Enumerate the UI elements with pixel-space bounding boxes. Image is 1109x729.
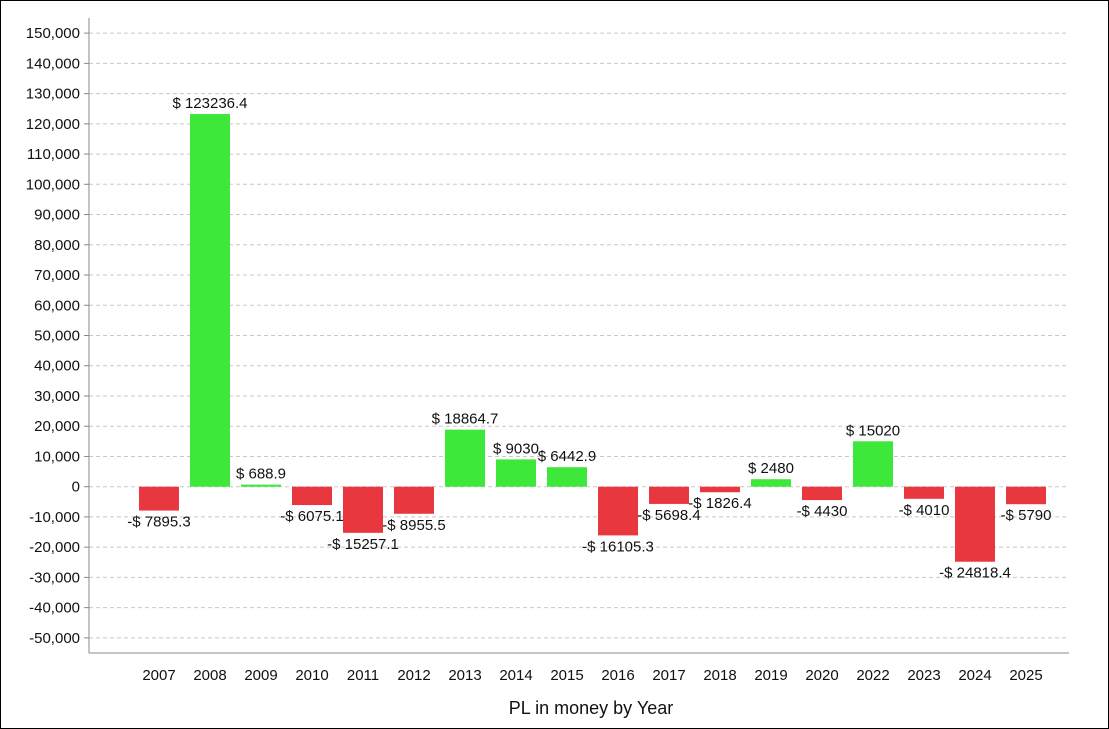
data-label: -$ 7895.3	[127, 514, 190, 531]
data-label: $ 6442.9	[538, 448, 596, 465]
bars	[139, 114, 1046, 562]
y-tick-label: 80,000	[34, 237, 80, 254]
bar-2017	[649, 486, 689, 504]
y-tick-label: 120,000	[26, 116, 80, 133]
bar-2008	[190, 114, 230, 487]
x-tick-label: 2024	[958, 667, 991, 684]
y-tick-label: 30,000	[34, 388, 80, 405]
y-tick-label: -20,000	[29, 539, 80, 556]
data-label: -$ 5698.4	[637, 507, 700, 524]
y-tick-label: -30,000	[29, 569, 80, 586]
bar-2024	[955, 486, 995, 562]
y-tick-label: -40,000	[29, 600, 80, 617]
x-tick-label: 2016	[601, 667, 634, 684]
x-tick-label: 2018	[703, 667, 736, 684]
data-label: $ 9030	[493, 440, 539, 457]
data-label: $ 688.9	[236, 466, 286, 483]
bar-2025	[1006, 486, 1046, 505]
bar-2011	[343, 486, 383, 533]
x-tick-label: 2008	[193, 667, 226, 684]
y-tick-label: 0	[72, 479, 80, 496]
data-label: -$ 15257.1	[327, 536, 399, 553]
data-label: -$ 8955.5	[382, 517, 445, 534]
x-tick-label: 2020	[805, 667, 838, 684]
bar-2022	[853, 441, 893, 487]
bar-2009	[241, 484, 281, 487]
x-tick-label: 2017	[652, 667, 685, 684]
data-label: -$ 5790	[1001, 507, 1052, 524]
bar-2012	[394, 486, 434, 514]
data-label: -$ 4430	[797, 503, 848, 520]
bar-2023	[904, 486, 944, 499]
bar-2019	[751, 479, 791, 487]
bar-2007	[139, 486, 179, 511]
x-tick-label: 2015	[550, 667, 583, 684]
x-tick-label: 2022	[856, 667, 889, 684]
x-tick-label: 2009	[244, 667, 277, 684]
x-tick-label: 2007	[142, 667, 175, 684]
y-tick-label: 20,000	[34, 418, 80, 435]
data-label: $ 18864.7	[432, 411, 499, 428]
y-tick-label: -10,000	[29, 509, 80, 526]
x-tick-label: 2014	[499, 667, 532, 684]
bar-2018	[700, 486, 740, 493]
x-tick-label: 2025	[1009, 667, 1042, 684]
data-label: -$ 16105.3	[582, 538, 654, 555]
y-tick-label: 110,000	[27, 146, 80, 163]
x-tick-label: 2023	[907, 667, 940, 684]
x-axis-title: PL in money by Year	[509, 698, 673, 718]
grid-lines	[89, 32, 1069, 639]
y-tick-label: 150,000	[26, 25, 80, 42]
x-axis: 2007 2008 2009 2010 2011 2012 2013 2014 2015 2016…	[89, 652, 1069, 684]
x-tick-label: 2011	[347, 667, 379, 684]
y-tick-label: -50,000	[29, 630, 80, 647]
y-tick-label: 60,000	[34, 297, 80, 314]
y-tick-label: 10,000	[34, 448, 80, 465]
y-tick-label: 90,000	[34, 207, 80, 224]
data-label: $ 123236.4	[172, 95, 247, 112]
bar-2020	[802, 486, 842, 501]
value-labels: -$ 7895.3 $ 123236.4 $ 688.9 -$ 6075.1 -$ 15…	[127, 95, 1051, 582]
y-tick-label: 40,000	[34, 358, 80, 375]
y-tick-label: 100,000	[26, 176, 80, 193]
bar-2010	[292, 486, 332, 506]
bar-2014	[496, 459, 536, 487]
x-tick-label: 2012	[397, 667, 430, 684]
x-tick-label: 2019	[754, 667, 787, 684]
y-tick-label: 50,000	[34, 328, 80, 345]
data-label: -$ 6075.1	[280, 508, 343, 525]
y-tick-label: 140,000	[26, 55, 80, 72]
x-tick-label: 2010	[295, 667, 328, 684]
y-tick-label: 130,000	[26, 86, 80, 103]
bar-2013	[445, 429, 485, 487]
data-label: $ 15020	[846, 422, 900, 439]
data-label: -$ 1826.4	[688, 495, 751, 512]
x-tick-label: 2013	[448, 667, 481, 684]
data-label: $ 2480	[748, 460, 794, 477]
y-tick-label: 70,000	[34, 267, 80, 284]
bar-2015	[547, 467, 587, 487]
data-label: -$ 24818.4	[939, 565, 1011, 582]
data-label: -$ 4010	[899, 502, 950, 519]
y-axis: 150,000 140,000 130,000 120,000 110,000 100,0…	[26, 18, 90, 653]
bar-2016	[598, 486, 638, 536]
